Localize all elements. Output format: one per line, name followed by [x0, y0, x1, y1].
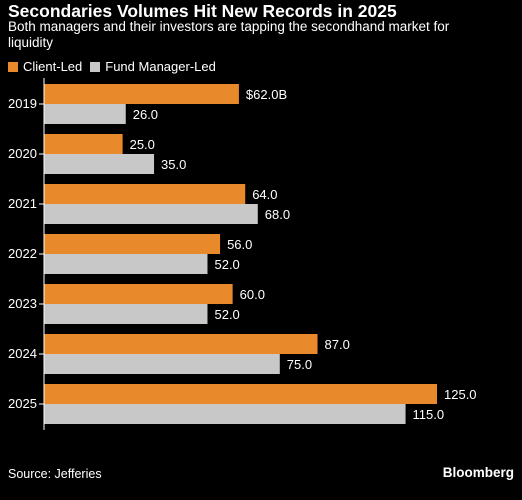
data-label-client-led-2024: 87.0: [325, 337, 350, 352]
category-label-2020: 2020: [8, 146, 37, 161]
category-label-2021: 2021: [8, 196, 37, 211]
data-label-fund-manager-led-2023: 52.0: [214, 307, 239, 322]
bar-client-led-2019: [44, 84, 239, 104]
bar-fund-manager-led-2022: [44, 254, 208, 274]
legend-item-client-led: Client-Led: [8, 59, 82, 74]
category-label-2022: 2022: [8, 246, 37, 261]
bar-fund-manager-led-2021: [44, 204, 258, 224]
data-label-client-led-2021: 64.0: [252, 187, 277, 202]
legend-label-client-led: Client-Led: [23, 59, 83, 74]
bar-client-led-2020: [44, 134, 123, 154]
category-label-2025: 2025: [8, 396, 37, 411]
bar-client-led-2025: [44, 384, 437, 404]
bar-client-led-2024: [44, 334, 318, 354]
bar-fund-manager-led-2024: [44, 354, 280, 374]
data-label-client-led-2022: 56.0: [227, 237, 252, 252]
legend: Client-Led Fund Manager-Led: [8, 59, 224, 74]
category-label-2023: 2023: [8, 296, 37, 311]
bar-fund-manager-led-2019: [44, 104, 126, 124]
data-label-fund-manager-led-2020: 35.0: [161, 157, 186, 172]
data-label-client-led-2019: $62.0B: [246, 87, 287, 102]
bar-client-led-2022: [44, 234, 221, 254]
data-label-client-led-2025: 125.0: [444, 387, 477, 402]
category-label-2019: 2019: [8, 96, 37, 111]
data-label-client-led-2020: 25.0: [130, 137, 155, 152]
bar-chart: 2019 $62.0B 26.0 2020 25.0 35.0 2021 64.0 68.0 20…: [8, 78, 477, 430]
bar-client-led-2021: [44, 184, 246, 204]
legend-item-fund-manager-led: Fund Manager-Led: [90, 59, 216, 74]
data-label-fund-manager-led-2019: 26.0: [133, 107, 158, 122]
data-label-fund-manager-led-2021: 68.0: [265, 207, 290, 222]
brand-logo: Bloomberg: [442, 465, 514, 480]
data-label-fund-manager-led-2022: 52.0: [214, 257, 239, 272]
bar-fund-manager-led-2025: [44, 404, 406, 424]
data-label-fund-manager-led-2025: 115.0: [413, 407, 445, 422]
chart-title: Secondaries Volumes Hit New Records in 2…: [8, 1, 397, 21]
bar-fund-manager-led-2020: [44, 154, 155, 174]
source-note: Source: Jefferies: [8, 467, 102, 481]
legend-label-fund-manager-led: Fund Manager-Led: [105, 59, 216, 74]
data-label-fund-manager-led-2024: 75.0: [287, 357, 312, 372]
legend-swatch-fund-manager-led: [90, 61, 101, 72]
category-label-2024: 2024: [8, 346, 37, 361]
bar-fund-manager-led-2023: [44, 304, 208, 324]
legend-swatch-client-led: [8, 61, 18, 72]
data-label-client-led-2023: 60.0: [240, 287, 265, 302]
chart-subtitle: Both managers and their investors are ta…: [8, 19, 450, 50]
bar-client-led-2023: [44, 284, 233, 304]
